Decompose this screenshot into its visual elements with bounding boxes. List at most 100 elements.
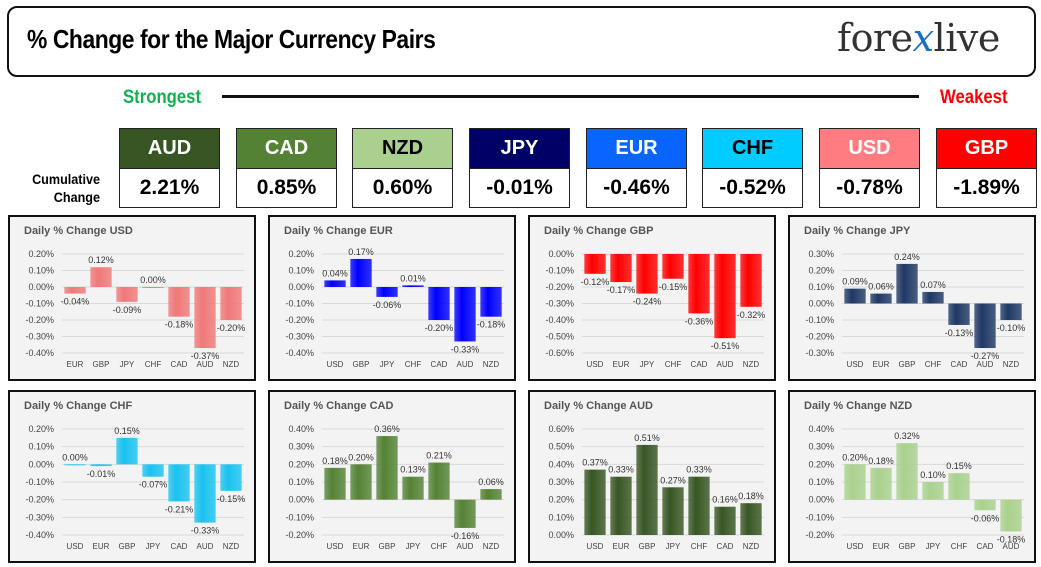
chart-title: Daily % Change CAD [284,400,393,412]
y-tick-label: 0.00% [548,530,574,540]
weakest-label: Weakest [940,87,1008,108]
bar-jpy [142,464,164,477]
bar-jpy [376,287,398,297]
bar-usd [844,464,866,500]
x-tick-label: EUR [67,360,84,369]
y-tick-label: 0.60% [548,424,574,434]
chart-daily-change-gbp: Daily % Change GBP 0.00% -0.10% -0.20% -0.30… [528,215,776,381]
bar-cad [168,464,190,502]
y-tick-label: -0.20% [285,530,314,540]
currency-box-jpy: JPY -0.01% [469,128,570,208]
y-tick-label: -0.20% [25,315,54,325]
data-label: 0.21% [426,451,452,461]
data-label: -0.07% [139,480,168,490]
currency-code: NZD [353,129,452,169]
x-tick-label: EUR [93,542,110,551]
chart-daily-change-cad: Daily % Change CAD 0.40% 0.30% 0.20% 0.10% 0.… [268,390,516,563]
y-tick-label: 0.10% [288,266,314,276]
chart-daily-change-chf: Daily % Change CHF 0.20% 0.10% 0.00% -0.10% -… [8,390,256,563]
data-label: -0.13% [945,328,974,338]
x-tick-label: EUR [613,360,630,369]
data-label: 0.06% [478,477,504,487]
bar-gbp [896,443,918,500]
chart-title: Daily % Change EUR [284,225,393,237]
data-label: -0.27% [971,351,1000,361]
bar-eur [610,254,632,283]
x-tick-label: CAD [171,360,188,369]
y-tick-label: 0.10% [28,442,54,452]
x-tick-label: AUD [977,360,994,369]
data-label: -0.33% [191,526,220,536]
x-tick-label: JPY [120,360,135,369]
bar-nzd [740,503,762,535]
bar-aud [974,303,996,349]
bar-gbp [636,444,658,535]
data-label: 0.20% [348,452,374,462]
bar-eur [870,467,892,500]
currency-box-cad: CAD 0.85% [236,128,337,208]
x-tick-label: USD [67,542,84,551]
strongest-label: Strongest [123,87,202,108]
x-tick-label: CHF [951,542,968,551]
y-tick-label: -0.10% [805,512,834,522]
chart-title: Daily % Change JPY [804,225,911,237]
x-tick-label: EUR [353,542,370,551]
currency-box-usd: USD -0.78% [819,128,920,208]
bar-eur [64,287,86,294]
data-label: 0.32% [894,431,920,441]
currency-box-chf: CHF -0.52% [702,128,803,208]
x-tick-label: EUR [613,542,630,551]
cumulative-value: -1.89% [937,169,1036,207]
x-tick-label: USD [327,360,344,369]
y-tick-label: -0.20% [25,495,54,505]
cumulative-label-line1: Cumulative [32,171,100,187]
y-tick-label: -0.10% [545,266,574,276]
data-label: 0.18% [322,456,348,466]
y-tick-label: 0.10% [548,512,574,522]
data-label: -0.33% [451,344,480,354]
cumulative-value: -0.46% [587,169,686,207]
x-tick-label: NZD [483,360,500,369]
x-tick-label: NZD [1003,360,1020,369]
bar-cad [688,254,710,314]
data-label: 0.04% [322,268,348,278]
x-tick-label: NZD [223,360,240,369]
y-tick-label: 0.50% [548,442,574,452]
chart-title: Daily % Change NZD [804,400,912,412]
data-label: -0.16% [451,531,480,541]
currency-code: JPY [470,129,569,169]
data-label: 0.10% [920,470,946,480]
y-tick-label: 0.10% [808,282,834,292]
x-tick-label: USD [327,542,344,551]
data-label: 0.36% [374,424,400,434]
y-tick-label: 0.00% [808,299,834,309]
bar-jpy [402,476,424,500]
data-label: 0.17% [348,247,374,257]
bar-eur [350,464,372,500]
x-tick-label: JPY [406,542,421,551]
y-tick-label: 0.00% [288,282,314,292]
y-tick-label: 0.30% [548,477,574,487]
bar-aud [454,499,476,528]
chart-daily-change-jpy: Daily % Change JPY 0.30% 0.20% 0.10% 0.00% -0… [788,215,1036,381]
y-tick-label: 0.10% [28,266,54,276]
y-tick-label: -0.20% [545,282,574,292]
data-label: -0.10% [997,323,1026,333]
bar-eur [90,464,112,467]
y-tick-label: -0.40% [25,530,54,540]
y-tick-label: 0.00% [548,249,574,259]
data-label: 0.15% [946,461,972,471]
y-tick-label: 0.20% [288,249,314,259]
bar-gbp [896,263,918,304]
currency-code: AUD [120,129,219,169]
y-tick-label: -0.20% [805,530,834,540]
data-label: 0.33% [686,465,712,475]
y-tick-label: -0.30% [25,512,54,522]
bar-nzd [480,489,502,500]
bar-cad [168,287,190,317]
x-tick-label: NZD [743,360,760,369]
x-tick-label: JPY [146,542,161,551]
chart-svg: Daily % Change EUR 0.20% 0.10% 0.00% -0.10% -… [284,225,505,369]
y-tick-label: 0.20% [808,266,834,276]
data-label: 0.06% [868,282,894,292]
